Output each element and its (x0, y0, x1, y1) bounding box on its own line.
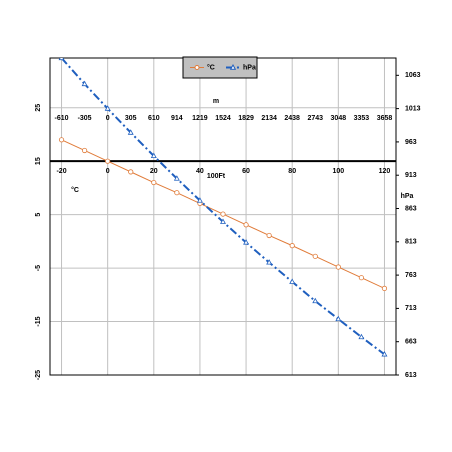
data-point (266, 259, 273, 265)
data-point (381, 285, 388, 291)
data-point (289, 278, 296, 284)
x2-tick-label: 2438 (284, 115, 300, 122)
y2-tick-label: 963 (405, 139, 417, 146)
y2-axis-label: hPa (401, 193, 414, 200)
x-tick-label: 20 (150, 168, 158, 175)
x-tick-label: 40 (196, 168, 204, 175)
x-tick-label: 100 (332, 168, 344, 175)
y2-tick-label: 1063 (405, 72, 421, 79)
x2-tick-label: 610 (148, 115, 160, 122)
legend-box (182, 56, 258, 79)
x-tick-label: 0 (106, 168, 110, 175)
data-point (58, 137, 65, 143)
data-point (82, 147, 88, 154)
y-tick-label: -15 (35, 316, 42, 326)
data-point (335, 264, 341, 270)
y-tick-label: -5 (35, 265, 42, 271)
legend-marker (229, 63, 237, 70)
x2-tick-label: 2134 (261, 115, 277, 122)
data-point (58, 58, 65, 61)
x2-axis-label: m (213, 98, 219, 105)
data-point (128, 169, 134, 175)
y-tick-label: 15 (35, 157, 42, 165)
x2-tick-label: 3353 (354, 115, 370, 122)
y2-tick-label: 813 (405, 239, 417, 246)
data-point (381, 351, 388, 357)
data-point (266, 232, 272, 239)
y2-tick-label: 613 (405, 372, 417, 379)
legend-marker (194, 65, 200, 70)
data-point (196, 197, 203, 203)
x2-tick-label: -305 (78, 115, 92, 122)
x-axis-label: 100Ft (207, 173, 226, 180)
data-point (312, 297, 319, 304)
x2-tick-label: 1524 (215, 115, 231, 122)
x-tick-label: 120 (379, 168, 391, 175)
data-point (127, 129, 134, 135)
data-point (243, 222, 249, 228)
y-tick-label: 5 (35, 213, 42, 217)
x-tick-label: 60 (242, 168, 250, 175)
data-point (173, 175, 180, 181)
y2-tick-label: 863 (405, 205, 417, 212)
series-line (60, 58, 386, 356)
legend-label: hPa (243, 64, 256, 71)
series (58, 58, 388, 357)
y-tick-label: 25 (35, 104, 42, 112)
y2-tick-label: 1013 (405, 105, 421, 112)
y2-tick-label: 663 (405, 339, 417, 346)
data-point (174, 190, 180, 196)
data-point (150, 152, 157, 158)
data-point (312, 253, 318, 259)
x2-tick-label: 3658 (377, 115, 393, 122)
x2-tick-label: 305 (125, 115, 137, 122)
data-point (105, 158, 111, 164)
x-tick-label: 80 (288, 168, 296, 175)
x2-tick-label: 2743 (307, 115, 323, 122)
y2-tick-label: 713 (405, 305, 417, 312)
data-point (358, 275, 364, 281)
y-axis-label: °C (71, 186, 79, 194)
x2-tick-label: 3048 (331, 115, 347, 122)
data-point (81, 80, 88, 87)
data-point (104, 105, 111, 111)
data-point (151, 179, 157, 186)
data-point (289, 243, 295, 249)
series (58, 137, 388, 291)
data-point (220, 211, 226, 217)
x2-tick-label: 914 (171, 115, 183, 122)
legend-label: °C (207, 63, 215, 71)
data-point (220, 218, 226, 224)
y-tick-label: -25 (35, 370, 42, 380)
x2-tick-label: 1219 (192, 115, 208, 122)
y2-tick-label: 763 (405, 272, 417, 279)
data-point (335, 315, 342, 322)
data-point (358, 333, 365, 340)
y2-tick-label: 913 (405, 172, 417, 179)
x-tick-label: -20 (56, 168, 66, 175)
x2-tick-label: 1829 (238, 115, 254, 122)
x2-tick-label: 0 (106, 115, 110, 122)
data-point (243, 239, 250, 245)
x2-tick-label: -610 (54, 115, 68, 122)
